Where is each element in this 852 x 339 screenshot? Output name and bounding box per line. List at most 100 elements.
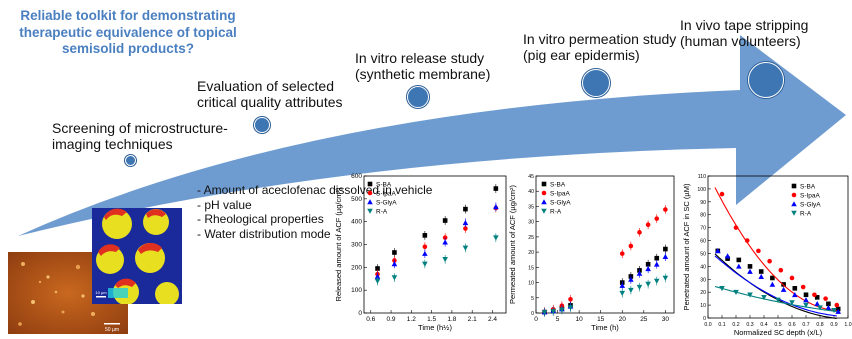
- data-point: [736, 257, 742, 263]
- data-point: [463, 226, 468, 231]
- x-tick-label: 0.3: [746, 322, 753, 328]
- data-point: [803, 292, 809, 298]
- fit-line: [714, 255, 837, 317]
- data-point: [442, 239, 448, 245]
- legend-label: S-IpaA: [550, 191, 571, 198]
- data-point: [375, 266, 380, 271]
- legend-label: S-GlyA: [376, 200, 397, 207]
- data-point: [619, 282, 626, 288]
- data-point: [663, 246, 668, 252]
- data-point: [663, 207, 668, 212]
- data-point: [568, 297, 573, 302]
- data-point: [792, 291, 798, 298]
- data-point: [442, 257, 448, 263]
- data-point: [719, 191, 725, 197]
- data-point: [422, 261, 428, 267]
- y-tick-label: 10: [528, 281, 534, 287]
- x-tick-label: 0.0: [704, 322, 711, 328]
- legend-label: S-BA: [550, 182, 566, 189]
- data-point: [835, 308, 841, 314]
- legend-marker: [791, 183, 797, 189]
- data-point: [392, 250, 397, 255]
- data-point: [733, 289, 739, 295]
- data-point: [814, 295, 820, 300]
- data-point: [462, 220, 469, 226]
- data-point: [654, 216, 660, 221]
- data-point: [636, 270, 643, 276]
- y-tick-label: 600: [351, 173, 362, 180]
- y-tick-label: 40: [700, 264, 706, 270]
- data-point: [654, 255, 660, 261]
- data-point: [619, 290, 626, 297]
- y-axis-label: Penetrated amount of ACF in SC (µM): [682, 183, 691, 310]
- attribute-item: - Amount of aceclofenac dissolved in veh…: [197, 183, 433, 197]
- data-point: [422, 250, 428, 256]
- data-point: [463, 206, 468, 212]
- data-point: [747, 292, 753, 298]
- data-point: [814, 301, 820, 307]
- microscopy-image-large: 10 µm: [92, 208, 182, 304]
- data-point: [628, 243, 634, 249]
- legend-marker: [367, 208, 373, 214]
- x-tick-label: 0.6: [788, 322, 795, 328]
- chart-svg: 0.6 0.9 1.2 1.5 1.8 2.1 2.4 0 100 200 300 400 500 600…: [334, 173, 507, 332]
- y-tick-label: 0: [703, 316, 706, 322]
- x-tick-label: 30: [662, 316, 670, 323]
- step-1-marker: [125, 155, 136, 166]
- y-tick-label: 20: [528, 250, 534, 256]
- chart-svg: 0.0 0.1 0.2 0.3 0.4 0.5 0.6 0.7 0.8 0.9 1.0 0 10 20 30…: [682, 174, 852, 337]
- x-tick-label: 0.9: [830, 322, 837, 328]
- plot-frame: [707, 175, 849, 319]
- data-point: [744, 238, 750, 243]
- data-point: [778, 267, 784, 273]
- x-tick-label: 0.1: [718, 322, 725, 328]
- x-tick-label: 1.5: [427, 316, 436, 323]
- arrow-body: [18, 35, 846, 236]
- data-point: [767, 258, 772, 264]
- scale-bar-label-large: 10 µm: [95, 290, 107, 295]
- data-point: [422, 233, 428, 238]
- data-point: [628, 287, 634, 293]
- y-tick-label: 400: [351, 219, 362, 226]
- data-point: [493, 186, 499, 191]
- data-point: [637, 230, 642, 235]
- y-tick-label: 300: [351, 242, 362, 249]
- data-point: [442, 235, 448, 240]
- y-tick-label: 100: [351, 287, 362, 294]
- y-tick-label: 110: [698, 174, 706, 180]
- step-tape-stripping-label: In vivo tape stripping (human volunteers…: [680, 17, 809, 49]
- x-tick-label: 0.6: [366, 316, 375, 323]
- data-point: [374, 278, 381, 284]
- legend-label: R-A: [376, 209, 388, 216]
- data-point: [758, 269, 764, 274]
- data-point: [493, 204, 499, 210]
- y-tick-label: 200: [351, 264, 362, 271]
- y-tick-label: 25: [528, 235, 534, 241]
- data-point: [462, 245, 469, 251]
- y-tick-label: 10: [700, 303, 706, 309]
- data-point: [724, 253, 731, 259]
- step-2-marker: [254, 117, 270, 133]
- legend-marker: [541, 208, 547, 214]
- legend-marker: [791, 192, 797, 198]
- legend-marker: [367, 190, 373, 196]
- x-tick-label: 0.9: [387, 316, 396, 323]
- data-point: [736, 263, 742, 269]
- data-point: [493, 235, 499, 241]
- x-tick-label: 20: [619, 316, 627, 323]
- data-point: [715, 248, 721, 254]
- legend-label: S-GlyA: [800, 202, 821, 209]
- legend-label: S-GlyA: [550, 200, 571, 207]
- y-tick-label: 40: [528, 189, 534, 195]
- data-point: [628, 276, 634, 282]
- x-tick-label: 2.4: [488, 316, 497, 323]
- y-tick-label: 20: [700, 290, 706, 296]
- legend-label: S-BA: [800, 184, 816, 191]
- x-tick-label: 10: [576, 316, 584, 323]
- x-tick-label: 1.8: [447, 316, 456, 323]
- data-point: [803, 302, 809, 308]
- step-4-marker: [582, 69, 610, 97]
- release-study-chart: 0.6 0.9 1.2 1.5 1.8 2.1 2.4 0 100 200 300 400 500 600…: [334, 166, 514, 339]
- x-tick-label: 0.2: [732, 322, 739, 328]
- data-point: [831, 307, 837, 314]
